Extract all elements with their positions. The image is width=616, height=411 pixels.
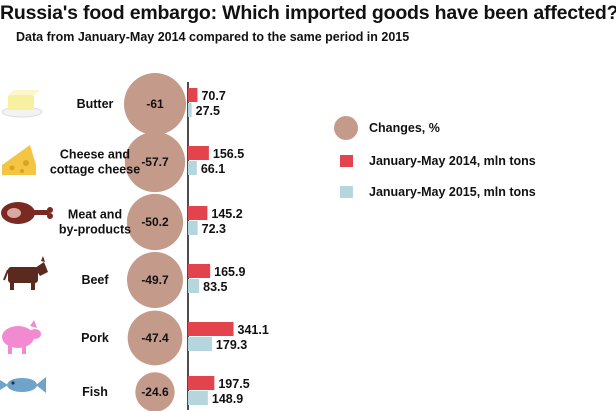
cow-icon — [3, 256, 48, 290]
value-label-2014: 165.9 — [214, 265, 245, 279]
value-label-2014: 197.5 — [218, 377, 249, 391]
chart-subtitle: Data from January-May 2014 compared to t… — [16, 30, 410, 44]
category-label: by-products — [59, 223, 131, 237]
bar-2014 — [188, 264, 211, 278]
cheese-icon — [2, 145, 36, 175]
change-label: -49.7 — [141, 273, 169, 287]
value-label-2014: 156.5 — [213, 147, 244, 161]
legend-swatch-2014 — [340, 155, 353, 167]
butter-icon — [1, 90, 43, 118]
change-circle — [123, 72, 187, 136]
bar-2015 — [188, 337, 212, 351]
fish-icon — [0, 377, 46, 393]
bar-2015 — [188, 279, 200, 293]
category-label: Cheese and — [60, 148, 130, 162]
change-label: -24.6 — [141, 385, 169, 399]
value-label-2015: 72.3 — [202, 222, 226, 236]
category-label: Fish — [82, 385, 108, 399]
value-label-2014: 341.1 — [238, 323, 269, 337]
category-label: Pork — [81, 331, 109, 345]
legend-label-changes: Changes, % — [369, 121, 440, 135]
bar-2015 — [188, 161, 197, 175]
change-circle — [127, 252, 183, 308]
change-circle — [127, 310, 183, 366]
change-label: -50.2 — [141, 215, 169, 229]
change-circle — [135, 372, 175, 411]
legend: Changes, % January-May 2014, mln tons Janu… — [334, 116, 536, 199]
meat-icon — [1, 202, 53, 224]
bar-2015 — [188, 391, 208, 405]
bar-2014 — [188, 88, 198, 102]
change-circle — [126, 193, 184, 251]
bar-2015 — [188, 221, 198, 235]
category-label: Meat and — [68, 208, 122, 222]
category-label: Butter — [77, 97, 114, 111]
category-label: cottage cheese — [50, 163, 140, 177]
bar-2015 — [188, 103, 192, 117]
value-label-2014: 70.7 — [201, 89, 225, 103]
value-label-2015: 66.1 — [201, 162, 225, 176]
bar-2014 — [188, 322, 234, 336]
change-circle — [124, 131, 186, 193]
change-label: -57.7 — [141, 155, 169, 169]
bar-2014 — [188, 206, 208, 220]
value-label-2015: 27.5 — [196, 104, 220, 118]
change-label: -61 — [146, 97, 164, 111]
legend-swatch-2015 — [340, 186, 353, 198]
value-label-2015: 148.9 — [212, 392, 243, 406]
value-label-2015: 179.3 — [216, 338, 247, 352]
value-label-2014: 145.2 — [211, 207, 242, 221]
legend-circle-swatch — [334, 116, 358, 140]
category-label: Beef — [81, 273, 109, 287]
value-label-2015: 83.5 — [203, 280, 227, 294]
legend-label-2015: January-May 2015, mln tons — [369, 185, 536, 199]
bar-2014 — [188, 376, 215, 390]
chart-title: Russia's food embargo: Which imported go… — [0, 2, 616, 24]
pig-icon — [2, 320, 41, 354]
bar-2014 — [188, 146, 209, 160]
legend-label-2014: January-May 2014, mln tons — [369, 154, 536, 168]
change-label: -47.4 — [141, 331, 169, 345]
